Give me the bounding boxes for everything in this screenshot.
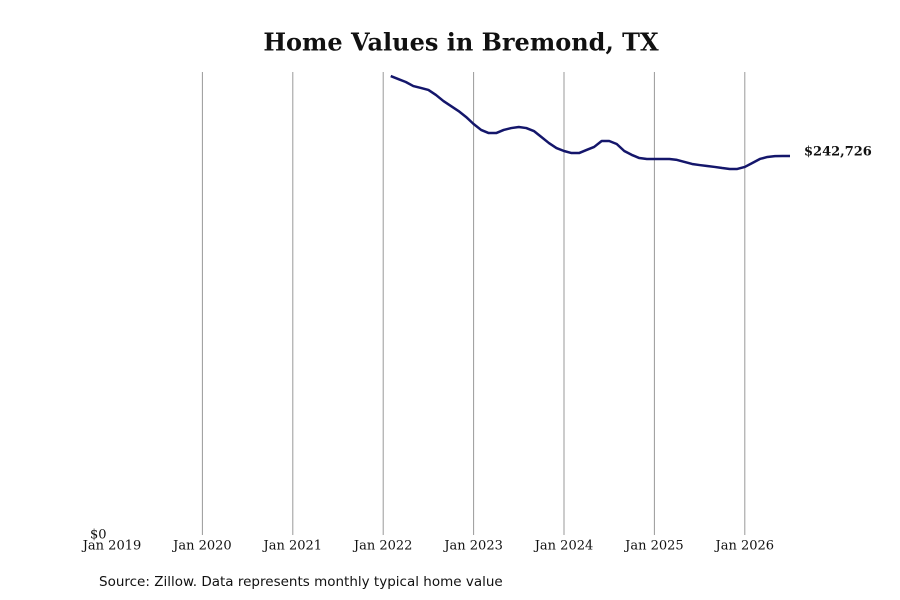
- value-label: $242,726: [804, 144, 872, 159]
- line: [390, 74, 791, 171]
- y-tick-label: $0: [90, 528, 107, 543]
- x-tick-label: Jan 2025: [623, 539, 684, 554]
- x-tick-label: Jan 2019: [81, 539, 142, 554]
- x-tick-label: Jan 2024: [533, 539, 594, 554]
- x-tick-label: Jan 2023: [442, 539, 503, 554]
- source-note: Source: Zillow. Data represents monthly …: [99, 574, 503, 590]
- x-tick-label: Jan 2026: [714, 539, 775, 554]
- x-tick-label: Jan 2022: [352, 539, 413, 554]
- chart-title: Home Values in Bremond, TX: [263, 28, 659, 57]
- x-tick-label: Jan 2020: [171, 539, 232, 554]
- x-tick-label: Jan 2021: [262, 539, 323, 554]
